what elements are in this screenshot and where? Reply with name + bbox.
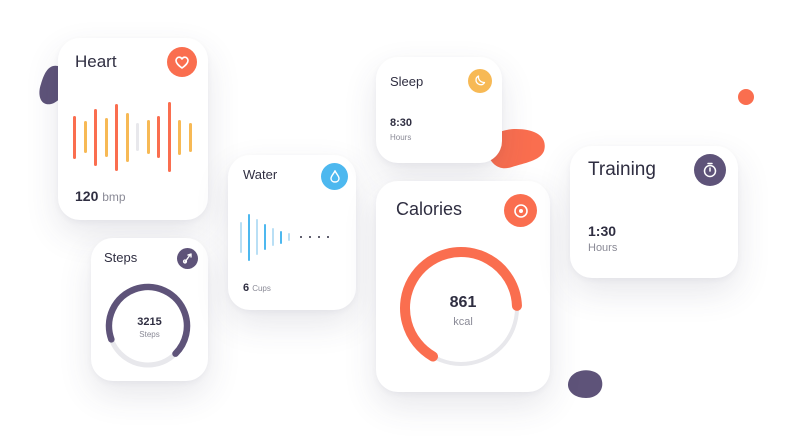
calories-unit: kcal [453, 316, 473, 328]
steps-value: 3215 [137, 316, 162, 328]
heart-wave-bar [83, 121, 87, 153]
decorative-dot-orange-right [738, 89, 754, 105]
training-card[interactable]: Training 1:30 Hours [570, 146, 738, 278]
heart-value: 120 [75, 188, 99, 204]
calories-title: Calories [396, 199, 463, 219]
heart-wave-bar [115, 104, 118, 171]
target-icon[interactable] [504, 194, 537, 227]
water-unit: Cups [252, 284, 271, 293]
water-remaining-dot [300, 236, 302, 238]
training-title: Training [588, 159, 656, 180]
training-unit: Hours [588, 242, 618, 254]
steps-progress-ring [105, 283, 191, 369]
heart-wave-bar [136, 123, 139, 151]
heart-wave-bar [157, 116, 160, 158]
sleep-card[interactable]: Sleep 8:30 Hours [376, 57, 502, 163]
water-remaining-dot [309, 236, 311, 238]
calories-progress-ring [399, 247, 522, 369]
water-remaining-dot [327, 236, 329, 238]
water-card[interactable]: Water 6 Cups [228, 155, 356, 310]
steps-card[interactable]: Steps 3215 Steps [91, 238, 208, 381]
heart-wave-bar [94, 109, 97, 166]
stopwatch-icon[interactable] [694, 154, 726, 186]
water-level-bar [288, 233, 290, 241]
steps-unit: Steps [139, 330, 160, 339]
training-value: 1:30 [588, 223, 617, 239]
water-level-bar [272, 228, 274, 246]
shoe-icon[interactable] [177, 248, 198, 269]
heart-wave-bar [167, 102, 171, 172]
heart-wave-bar [104, 118, 108, 157]
heart-waveform [73, 102, 195, 172]
sleep-title: Sleep [390, 74, 424, 89]
steps-title: Steps [104, 250, 138, 265]
heart-wave-bar [125, 113, 129, 162]
water-title: Water [243, 167, 278, 182]
water-drop-icon[interactable] [321, 163, 348, 190]
sleep-value: 8:30 [390, 117, 413, 129]
calories-value: 861 [449, 294, 477, 311]
heart-title: Heart [75, 52, 117, 71]
calories-card[interactable]: Calories 861 kcal [376, 181, 550, 392]
water-value: 6 [243, 282, 250, 294]
moon-icon[interactable] [468, 69, 492, 93]
water-value-row: 6 Cups [243, 282, 271, 294]
heart-icon[interactable] [167, 47, 197, 77]
water-level-bar [240, 222, 242, 253]
water-level-bar [248, 214, 250, 261]
water-level-bar [256, 219, 258, 255]
water-level-bar [264, 224, 266, 250]
heart-wave-bar [73, 116, 76, 159]
heart-wave-bar [178, 120, 181, 155]
water-level-bars [240, 211, 350, 263]
heart-card[interactable]: Heart 120 bmp [58, 38, 208, 220]
sleep-unit: Hours [390, 133, 412, 142]
water-remaining-dot [318, 236, 320, 238]
heart-unit: bmp [102, 190, 126, 204]
water-level-bar [280, 231, 282, 244]
decorative-blob-purple-bottom [567, 370, 603, 398]
heart-value-row: 120 bmp [75, 188, 126, 204]
heart-wave-bar [146, 120, 150, 154]
heart-wave-bar [188, 123, 192, 152]
